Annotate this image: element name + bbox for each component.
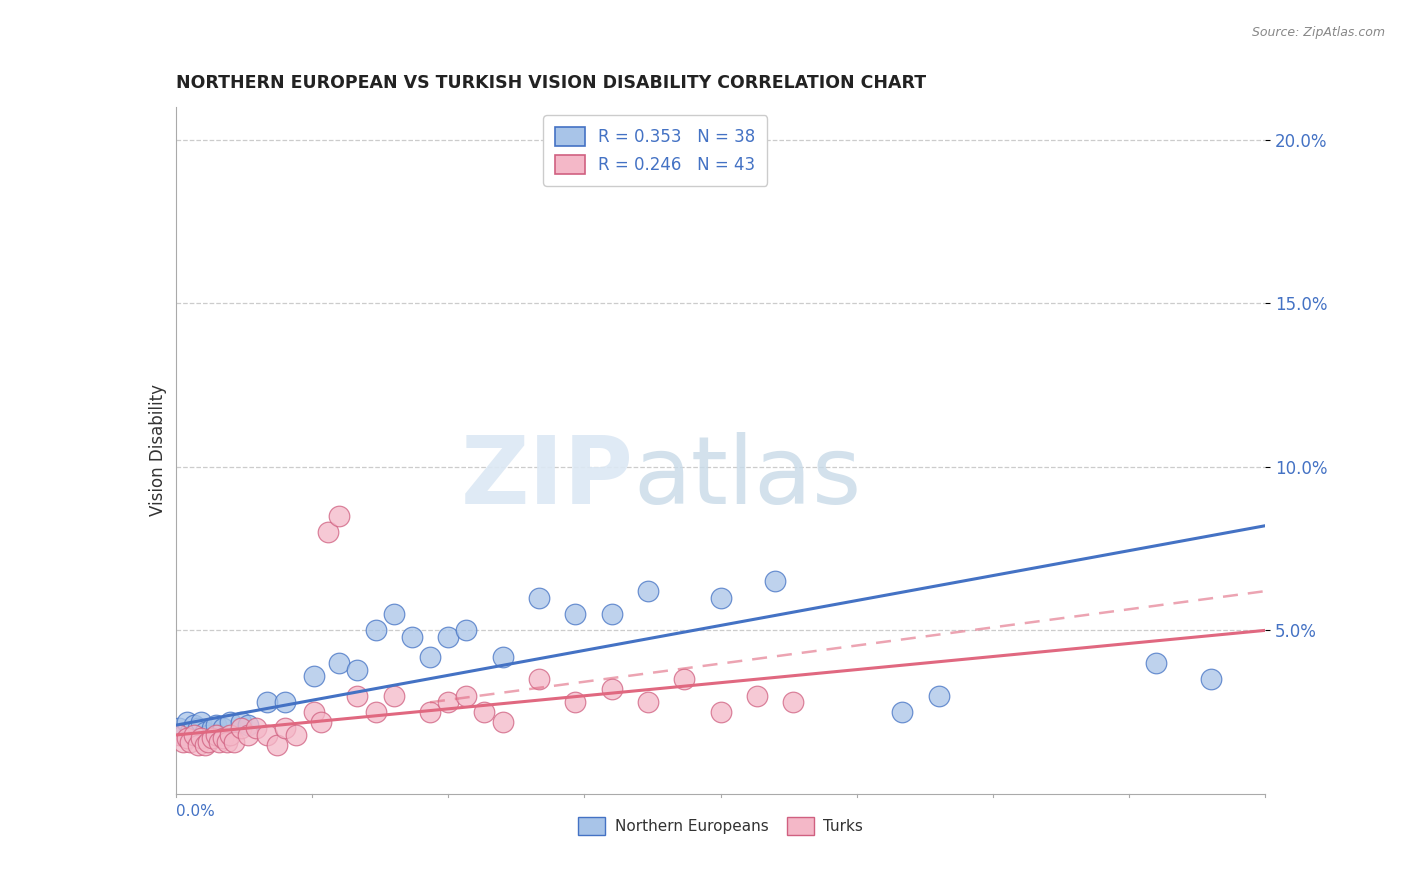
Text: Source: ZipAtlas.com: Source: ZipAtlas.com bbox=[1251, 26, 1385, 39]
Point bbox=[208, 734, 231, 748]
Point bbox=[437, 695, 460, 709]
Point bbox=[637, 695, 659, 709]
Point bbox=[172, 734, 194, 748]
Point bbox=[204, 718, 226, 732]
Point bbox=[364, 624, 387, 638]
Point bbox=[474, 705, 496, 719]
Point bbox=[456, 689, 478, 703]
Y-axis label: Vision Disability: Vision Disability bbox=[149, 384, 167, 516]
Point bbox=[309, 714, 332, 729]
Point bbox=[194, 724, 217, 739]
Point bbox=[328, 508, 350, 523]
Point bbox=[600, 607, 623, 621]
Point bbox=[527, 591, 550, 605]
Point bbox=[782, 695, 804, 709]
Point bbox=[637, 584, 659, 599]
Point bbox=[231, 714, 253, 729]
Point bbox=[169, 728, 191, 742]
Point bbox=[256, 695, 278, 709]
Point bbox=[328, 656, 350, 670]
Point bbox=[219, 728, 242, 742]
Point bbox=[212, 731, 235, 746]
Point bbox=[197, 728, 219, 742]
Point bbox=[710, 591, 733, 605]
Point bbox=[492, 714, 515, 729]
Point bbox=[401, 630, 423, 644]
Point bbox=[437, 630, 460, 644]
Point bbox=[201, 731, 224, 746]
Point bbox=[346, 689, 368, 703]
Text: 0.0%: 0.0% bbox=[176, 805, 215, 819]
Point bbox=[763, 574, 786, 589]
Point bbox=[274, 695, 297, 709]
Point bbox=[564, 695, 586, 709]
Point bbox=[179, 724, 201, 739]
Point bbox=[456, 624, 478, 638]
Point bbox=[256, 728, 278, 742]
Point bbox=[492, 649, 515, 664]
Point bbox=[928, 689, 950, 703]
Point bbox=[527, 673, 550, 687]
Point bbox=[673, 673, 696, 687]
Point bbox=[186, 738, 209, 752]
Point bbox=[190, 714, 212, 729]
Point bbox=[419, 649, 441, 664]
Point bbox=[201, 722, 224, 736]
Point bbox=[364, 705, 387, 719]
Point bbox=[891, 705, 914, 719]
Point bbox=[274, 722, 297, 736]
Point bbox=[346, 663, 368, 677]
Point bbox=[564, 607, 586, 621]
Point bbox=[266, 738, 288, 752]
Point bbox=[382, 689, 405, 703]
Point bbox=[169, 722, 191, 736]
Point bbox=[215, 734, 238, 748]
Point bbox=[1146, 656, 1168, 670]
Point bbox=[183, 728, 205, 742]
Point bbox=[382, 607, 405, 621]
Point bbox=[1199, 673, 1222, 687]
Point bbox=[222, 734, 245, 748]
Point bbox=[302, 705, 325, 719]
Point bbox=[183, 718, 205, 732]
Point bbox=[238, 728, 260, 742]
Point bbox=[190, 731, 212, 746]
Text: atlas: atlas bbox=[633, 432, 862, 524]
Text: NORTHERN EUROPEAN VS TURKISH VISION DISABILITY CORRELATION CHART: NORTHERN EUROPEAN VS TURKISH VISION DISA… bbox=[176, 74, 927, 92]
Point bbox=[284, 728, 307, 742]
Point bbox=[219, 714, 242, 729]
Point bbox=[745, 689, 768, 703]
Point bbox=[302, 669, 325, 683]
Point bbox=[176, 731, 198, 746]
Point bbox=[176, 714, 198, 729]
Point bbox=[197, 734, 219, 748]
Point bbox=[600, 682, 623, 697]
Point bbox=[238, 718, 260, 732]
Point bbox=[710, 705, 733, 719]
Point bbox=[231, 722, 253, 736]
Point bbox=[172, 728, 194, 742]
Point bbox=[194, 738, 217, 752]
Point bbox=[318, 525, 340, 540]
Point bbox=[179, 734, 201, 748]
Point bbox=[419, 705, 441, 719]
Point bbox=[212, 722, 235, 736]
Point bbox=[204, 728, 226, 742]
Point bbox=[186, 722, 209, 736]
Legend: Northern Europeans, Turks: Northern Europeans, Turks bbox=[572, 812, 869, 841]
Point bbox=[245, 722, 267, 736]
Point bbox=[208, 728, 231, 742]
Text: ZIP: ZIP bbox=[461, 432, 633, 524]
